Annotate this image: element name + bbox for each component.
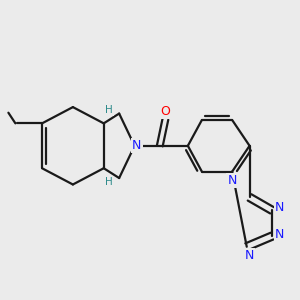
Text: O: O (160, 105, 170, 118)
Text: N: N (227, 173, 237, 187)
Text: N: N (275, 201, 284, 214)
Text: H: H (106, 105, 113, 115)
Text: H: H (106, 177, 113, 187)
Text: N: N (132, 139, 142, 152)
Text: N: N (275, 228, 284, 241)
Text: N: N (244, 249, 254, 262)
